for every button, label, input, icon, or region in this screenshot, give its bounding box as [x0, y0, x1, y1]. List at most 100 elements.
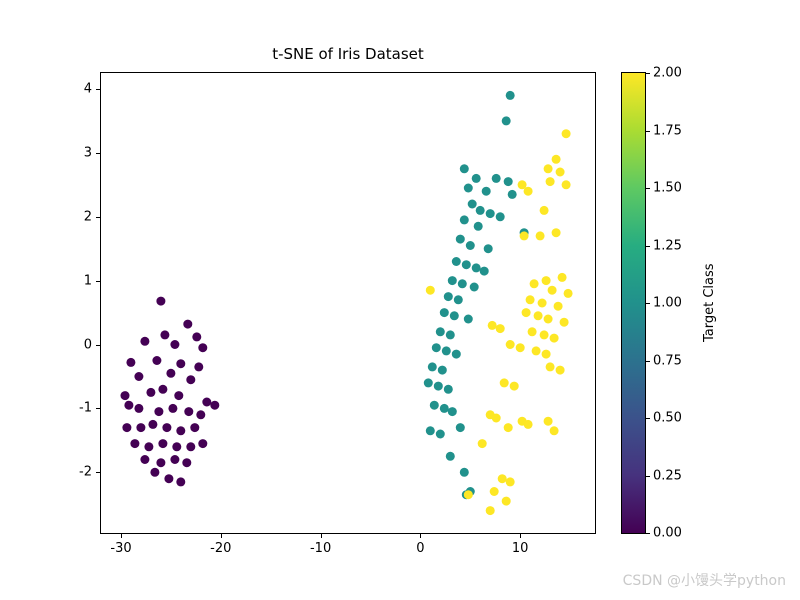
scatter-point — [531, 346, 541, 356]
scatter-point — [451, 349, 461, 359]
scatter-point — [537, 298, 547, 308]
scatter-point — [425, 426, 435, 436]
scatter-point — [427, 362, 437, 372]
scatter-point — [144, 442, 154, 452]
scatter-point — [549, 333, 559, 343]
scatter-point — [485, 506, 495, 516]
colorbar-tick-mark — [646, 73, 650, 74]
scatter-point — [433, 381, 443, 391]
x-tick-label: 0 — [416, 541, 425, 556]
scatter-point — [559, 317, 569, 327]
scatter-point — [471, 173, 481, 183]
scatter-point — [545, 362, 555, 372]
scatter-point — [198, 439, 208, 449]
scatter-point — [495, 324, 505, 334]
scatter-point — [431, 343, 441, 353]
y-tick-mark — [96, 280, 100, 282]
scatter-point — [475, 205, 485, 215]
scatter-point — [491, 413, 501, 423]
scatter-point — [555, 365, 565, 375]
scatter-point — [509, 381, 519, 391]
y-tick-label: -1 — [79, 400, 92, 416]
y-tick-label: -2 — [79, 464, 92, 480]
chart-title: t-SNE of Iris Dataset — [272, 45, 424, 63]
scatter-point — [184, 407, 194, 417]
scatter-point — [158, 439, 168, 449]
scatter-point — [505, 90, 515, 100]
scatter-point — [545, 177, 555, 187]
scatter-point — [166, 368, 176, 378]
colorbar-tick-label: 1.25 — [653, 238, 682, 253]
scatter-point — [459, 215, 469, 225]
colorbar-tick-label: 0.25 — [653, 468, 682, 483]
colorbar-tick-mark — [646, 188, 650, 189]
y-tick-mark — [96, 89, 100, 90]
scatter-point — [543, 416, 553, 426]
scatter-point — [455, 234, 465, 244]
scatter-point — [519, 231, 529, 241]
scatter-point — [447, 407, 457, 417]
y-tick-mark — [96, 472, 100, 474]
scatter-point — [477, 439, 487, 449]
scatter-point — [437, 365, 447, 375]
scatter-point — [485, 209, 495, 219]
y-tick-label: 3 — [83, 145, 92, 161]
scatter-point — [158, 384, 168, 394]
scatter-point — [441, 346, 451, 356]
colorbar-tick-label: 2.00 — [653, 65, 682, 81]
colorbar — [621, 72, 650, 534]
scatter-point — [210, 400, 220, 410]
scatter-point — [507, 189, 517, 199]
scatter-point — [423, 378, 433, 388]
scatter-point — [463, 183, 473, 193]
scatter-point — [517, 180, 527, 190]
scatter-point — [140, 336, 150, 346]
scatter-point — [439, 308, 449, 318]
scatter-point — [497, 474, 507, 484]
scatter-point — [547, 285, 557, 295]
y-tick-label: 2 — [83, 209, 92, 225]
scatter-point — [523, 419, 533, 429]
scatter-point — [483, 244, 493, 254]
scatter-point — [183, 319, 193, 329]
y-tick-label: 0 — [83, 337, 92, 352]
scatter-point — [174, 391, 184, 401]
scatter-point — [463, 314, 473, 324]
scatter-point — [459, 164, 469, 174]
plot-area — [96, 72, 596, 538]
scatter-point — [439, 403, 449, 413]
scatter-point — [449, 311, 459, 321]
scatter-point — [555, 167, 565, 177]
scatter-point — [463, 490, 473, 500]
scatter-point — [533, 311, 543, 321]
scatter-point — [495, 212, 505, 222]
scatter-point — [561, 180, 571, 190]
scatter-point — [465, 241, 475, 250]
scatter-point — [134, 403, 144, 413]
scatter-point — [176, 426, 186, 436]
scatter-canvas — [120, 90, 573, 516]
x-tick-mark — [121, 534, 122, 538]
scatter-point — [176, 477, 186, 487]
scatter-point — [202, 397, 212, 407]
colorbar-tick-label: 1.75 — [653, 123, 682, 138]
x-tick-mark — [520, 534, 522, 538]
watermark: CSDN @小馒头学python — [622, 573, 786, 589]
scatter-point — [543, 164, 553, 174]
scatter-point — [453, 295, 463, 305]
scatter-point — [457, 279, 467, 289]
x-tick-label: 10 — [511, 541, 529, 556]
scatter-point — [156, 296, 166, 306]
scatter-point — [503, 423, 513, 433]
scatter-point — [461, 260, 471, 270]
scatter-point — [198, 343, 208, 353]
scatter-point — [539, 330, 549, 340]
colorbar-label: Target Class — [702, 263, 717, 343]
scatter-point — [192, 332, 202, 342]
colorbar-tick-mark — [646, 418, 650, 419]
scatter-point — [443, 292, 453, 302]
colorbar-gradient — [622, 73, 645, 533]
scatter-point — [541, 276, 551, 286]
y-tick-mark — [96, 344, 100, 346]
